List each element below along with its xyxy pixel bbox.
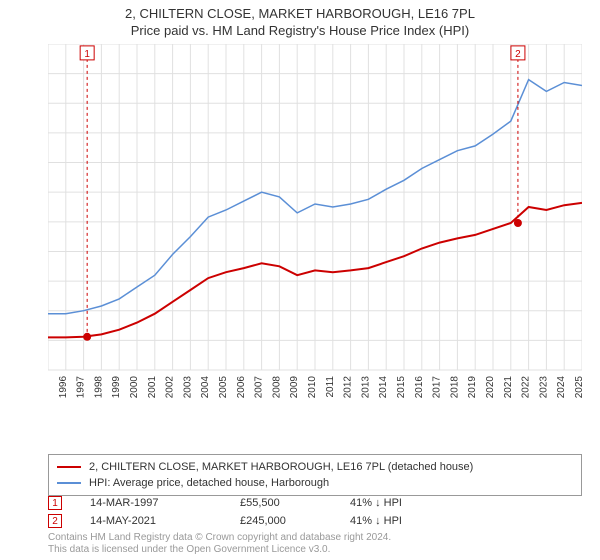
svg-text:2022: 2022 (521, 376, 532, 399)
svg-text:2025: 2025 (574, 376, 582, 399)
title-line-2: Price paid vs. HM Land Registry's House … (0, 23, 600, 38)
marker-date: 14-MAR-1997 (90, 497, 240, 509)
svg-text:2021: 2021 (503, 376, 514, 399)
footer-line-2: This data is licensed under the Open Gov… (48, 544, 391, 556)
marker-badge: 2 (48, 514, 62, 528)
legend-item: 2, CHILTERN CLOSE, MARKET HARBOROUGH, LE… (57, 459, 573, 475)
svg-text:2013: 2013 (360, 376, 371, 399)
marker-price: £55,500 (240, 497, 350, 509)
marker-pct: 41% ↓ HPI (350, 497, 470, 509)
svg-text:2005: 2005 (218, 376, 229, 399)
legend-swatch (57, 466, 81, 468)
svg-text:1: 1 (84, 49, 90, 60)
chart-container: 2, CHILTERN CLOSE, MARKET HARBOROUGH, LE… (0, 0, 600, 560)
svg-text:2006: 2006 (236, 376, 247, 399)
line-chart: £0£50K£100K£150K£200K£250K£300K£350K£400… (48, 44, 582, 404)
svg-text:2009: 2009 (289, 376, 300, 399)
legend-label: 2, CHILTERN CLOSE, MARKET HARBOROUGH, LE… (89, 461, 473, 473)
svg-text:2015: 2015 (396, 376, 407, 399)
marker-row: 1 14-MAR-1997 £55,500 41% ↓ HPI (48, 494, 582, 512)
svg-text:2002: 2002 (165, 376, 176, 399)
svg-text:2014: 2014 (378, 376, 389, 399)
svg-text:2007: 2007 (254, 376, 265, 399)
svg-text:2019: 2019 (467, 376, 478, 399)
legend-item: HPI: Average price, detached house, Harb… (57, 475, 573, 491)
svg-text:2010: 2010 (307, 376, 318, 399)
svg-text:1998: 1998 (93, 376, 104, 399)
svg-text:2012: 2012 (343, 376, 354, 399)
svg-text:2020: 2020 (485, 376, 496, 399)
title-line-1: 2, CHILTERN CLOSE, MARKET HARBOROUGH, LE… (0, 6, 600, 21)
legend-swatch (57, 482, 81, 484)
marker-badge: 1 (48, 496, 62, 510)
legend: 2, CHILTERN CLOSE, MARKET HARBOROUGH, LE… (48, 454, 582, 496)
title-block: 2, CHILTERN CLOSE, MARKET HARBOROUGH, LE… (0, 0, 600, 38)
marker-table: 1 14-MAR-1997 £55,500 41% ↓ HPI 2 14-MAY… (48, 494, 582, 530)
marker-row: 2 14-MAY-2021 £245,000 41% ↓ HPI (48, 512, 582, 530)
svg-text:2008: 2008 (271, 376, 282, 399)
footer-line-1: Contains HM Land Registry data © Crown c… (48, 532, 391, 544)
svg-text:2: 2 (515, 49, 521, 60)
svg-text:1999: 1999 (111, 376, 122, 399)
marker-price: £245,000 (240, 515, 350, 527)
marker-num: 1 (52, 498, 58, 509)
svg-text:2023: 2023 (538, 376, 549, 399)
svg-text:2017: 2017 (432, 376, 443, 399)
marker-num: 2 (52, 516, 58, 527)
svg-text:1996: 1996 (58, 376, 69, 399)
footer: Contains HM Land Registry data © Crown c… (48, 532, 391, 556)
svg-text:2001: 2001 (147, 376, 158, 399)
legend-label: HPI: Average price, detached house, Harb… (89, 477, 329, 489)
svg-text:2016: 2016 (414, 376, 425, 399)
marker-pct: 41% ↓ HPI (350, 515, 470, 527)
svg-text:1997: 1997 (76, 376, 87, 399)
svg-text:2004: 2004 (200, 376, 211, 399)
svg-text:2003: 2003 (182, 376, 193, 399)
svg-text:2011: 2011 (325, 376, 336, 398)
svg-text:1995: 1995 (48, 376, 51, 399)
marker-date: 14-MAY-2021 (90, 515, 240, 527)
svg-text:2000: 2000 (129, 376, 140, 399)
svg-text:2018: 2018 (449, 376, 460, 399)
svg-text:2024: 2024 (556, 376, 567, 399)
